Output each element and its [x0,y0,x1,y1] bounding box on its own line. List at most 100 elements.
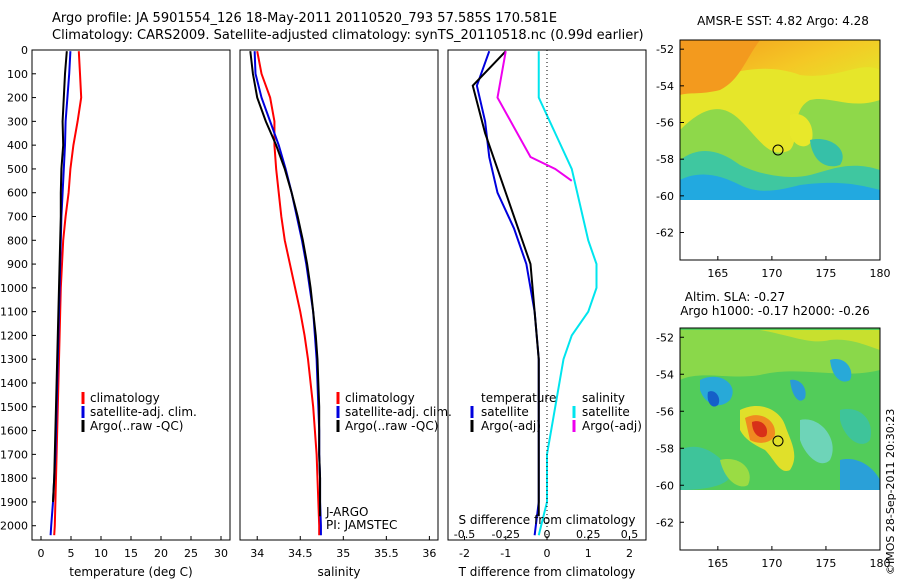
map-xtick-label: 180 [870,267,891,280]
diff-legend-t-argo: Argo(-adj) [481,419,541,433]
sal-xtick-label: 35 [336,547,350,560]
temp-xtick-label: 20 [154,547,168,560]
map-xtick-label: 170 [761,267,782,280]
diff-legend-t-satellite: satellite [481,405,529,419]
diff-sal-tick-label: 0.5 [621,528,639,541]
depth-tick-label: 1200 [0,329,28,342]
map-ytick-label: -56 [656,405,674,418]
diff-xtick-label: 0 [544,547,551,560]
depth-tick-label: 700 [7,211,28,224]
diff-series-2 [537,51,598,536]
salinity-annotation-line2: PI: JAMSTEC [326,518,397,532]
sla-map-frame [679,327,881,551]
map-ytick-label: -60 [656,190,674,203]
salinity-annotation-line1: J-ARGO [325,505,368,519]
depth-tick-label: 900 [7,258,28,271]
depth-tick-label: 400 [7,139,28,152]
sal-xtick-label: 34.5 [288,547,313,560]
diff-xtick-label: -1 [500,547,511,560]
map-ytick-label: -62 [656,516,674,529]
diff-series-3 [496,51,573,182]
depth-tick-label: 1700 [0,448,28,461]
diff-xtick-label: -2 [459,547,470,560]
depth-axis: 0 100 200 300 400 500 600 700 800 900 1000 1100 1200… [0,44,36,533]
temp-legend-argo: Argo(..raw -QC) [90,419,183,433]
sal-legend-satellite: satellite-adj. clim. [345,405,452,419]
sla-map-axes: 165 170 175 180 -52 -54 -56 -58 -60 -62 [656,331,890,570]
chart-title-line1: Argo profile: JA 5901554_126 18-May-2011… [52,11,558,26]
temp-xtick-label: 25 [184,547,198,560]
map-ytick-label: -58 [656,442,674,455]
diff-xlabel-top: S difference from climatology [459,513,636,527]
depth-tick-label: 500 [7,163,28,176]
diff-sal-tick-label: 0.25 [576,528,601,541]
temp-legend-satellite: satellite-adj. clim. [90,405,197,419]
map-ytick-label: -62 [656,227,674,240]
depth-tick-label: 1800 [0,472,28,485]
map-ytick-label: -54 [656,80,674,93]
temperature-plot: 0 5 10 15 20 25 30 [38,51,228,560]
map-xtick-label: 180 [870,557,891,570]
map-xtick-label: 165 [707,267,728,280]
chart-title-line2: Climatology: CARS2009. Satellite-adjuste… [52,28,644,43]
map-ytick-label: -52 [656,43,674,56]
sal-legend-argo: Argo(..raw -QC) [345,419,438,433]
depth-tick-label: 1600 [0,425,28,438]
depth-tick-label: 300 [7,115,28,128]
temp-xtick-label: 15 [124,547,138,560]
depth-tick-label: 1500 [0,401,28,414]
diff-sal-tick-label: -0.25 [492,528,520,541]
depth-tick-label: 1900 [0,496,28,509]
sal-series-2 [249,51,322,517]
depth-tick-label: 800 [7,234,28,247]
sst-map-frame [679,39,881,261]
diff-legend-salinity-title: salinity [582,391,625,405]
salinity-plot: 34 34.5 35 35.5 36 [249,51,436,560]
temp-xtick-label: 30 [214,547,228,560]
sla-map-title-line1: Altim. SLA: -0.27 [685,290,785,304]
sla-map-image [680,328,880,490]
depth-tick-label: 600 [7,187,28,200]
diff-sal-tick-label: -0.5 [454,528,475,541]
map-xtick-label: 175 [815,267,836,280]
map-ytick-label: -52 [656,331,674,344]
map-ytick-label: -56 [656,117,674,130]
difference-plot: -2 -1 0 1 2 -0.5 -0.25 0 0.25 0.5 [454,50,638,560]
map-ytick-label: -54 [656,368,674,381]
temp-xtick-label: 10 [94,547,108,560]
diff-series-0 [475,50,540,536]
sla-map-title-line2: Argo h1000: -0.17 h2000: -0.26 [680,304,870,318]
diff-series-1 [471,50,540,517]
sst-map-title: AMSR-E SST: 4.82 Argo: 4.28 [697,14,869,28]
temp-legend-climatology: climatology [90,391,160,405]
sal-xtick-label: 34 [250,547,264,560]
sal-legend-climatology: climatology [345,391,415,405]
diff-xtick-label: 2 [626,547,633,560]
map-ytick-label: -60 [656,479,674,492]
temp-series-0 [53,51,83,536]
map-xtick-label: 170 [761,557,782,570]
diff-xlabel: T difference from climatology [458,565,636,579]
diff-legend-s-argo: Argo(-adj) [582,419,642,433]
sst-map-axes: 165 170 175 180 -52 -54 -56 -58 -60 -62 [656,43,890,280]
diff-legend-temperature-title: temperature [481,391,556,405]
depth-tick-label: 1300 [0,353,28,366]
map-xtick-label: 175 [815,557,836,570]
depth-tick-label: 100 [7,68,28,81]
depth-tick-label: 0 [21,44,28,57]
temp-legend: climatology satellite-adj. clim. Argo(..… [81,391,197,433]
depth-tick-label: 2000 [0,520,28,533]
sal-legend: climatology satellite-adj. clim. Argo(..… [336,391,452,433]
depth-tick-label: 1100 [0,306,28,319]
depth-tick-label: 200 [7,92,28,105]
sal-panel-frame [239,49,439,541]
sal-xlabel: salinity [317,565,360,579]
sal-xtick-label: 36 [422,547,436,560]
diff-sal-tick-label: 0 [544,528,551,541]
depth-tick-label: 1000 [0,282,28,295]
depth-tick-label: 1400 [0,377,28,390]
temp-xtick-label: 5 [68,547,75,560]
diff-legend: temperature satellite Argo(-adj) salinit… [470,391,642,433]
sla-profile-marker [772,435,784,447]
map-ytick-label: -58 [656,153,674,166]
